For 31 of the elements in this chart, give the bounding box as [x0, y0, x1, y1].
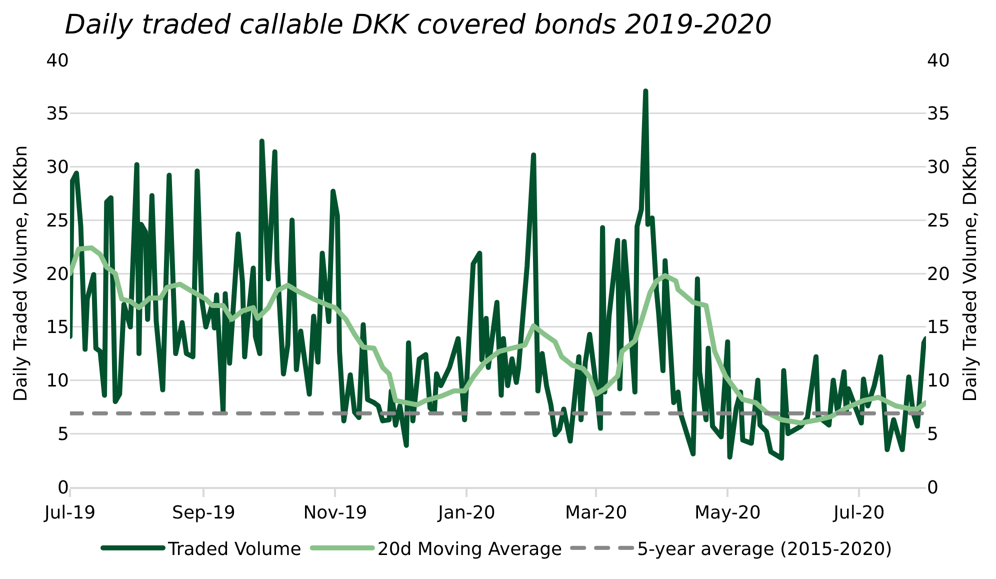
x-tick-label: Jul-19 — [43, 502, 96, 524]
y-tick-label: 40 — [46, 50, 69, 72]
y-tick-label: 0 — [58, 477, 69, 498]
x-tick-label: Jul-20 — [832, 502, 885, 524]
y2-tick-label: 0 — [927, 477, 938, 498]
y-tick-label: 25 — [46, 210, 69, 232]
x-tick-label: Nov-19 — [303, 502, 368, 524]
chart-title: Daily traded callable DKK covered bonds 2019-2020 — [64, 9, 772, 40]
y2-tick-label: 35 — [927, 104, 950, 125]
y-tick-label: 20 — [46, 264, 69, 285]
y-tick-label: 10 — [46, 370, 69, 392]
y-tick-label: 35 — [46, 104, 69, 125]
y2-tick-label: 25 — [927, 210, 950, 232]
y2-tick-label: 20 — [927, 264, 950, 285]
y2-tick-label: 10 — [927, 370, 950, 392]
y2-axis-title: Daily Traded Volume, DKKbn — [960, 145, 982, 402]
y2-tick-label: 30 — [927, 157, 950, 178]
x-tick-label: Jan-20 — [437, 502, 496, 524]
y-tick-label: 30 — [46, 157, 69, 178]
y-axis-title: Daily Traded Volume, DKKbn — [10, 145, 32, 402]
x-tick-label: Sep-19 — [172, 502, 236, 524]
y2-tick-label: 5 — [927, 424, 938, 445]
legend-label: Traded Volume — [167, 538, 302, 560]
legend-label: 5-year average (2015-2020) — [637, 538, 892, 560]
x-tick-label: Mar-20 — [565, 502, 628, 524]
legend-label: 20d Moving Average — [377, 538, 562, 560]
y2-tick-label: 40 — [927, 50, 950, 72]
y2-tick-label: 15 — [927, 317, 950, 338]
y-tick-label: 5 — [58, 424, 69, 445]
x-tick-label: May-20 — [694, 502, 761, 524]
y-tick-label: 15 — [46, 317, 69, 338]
